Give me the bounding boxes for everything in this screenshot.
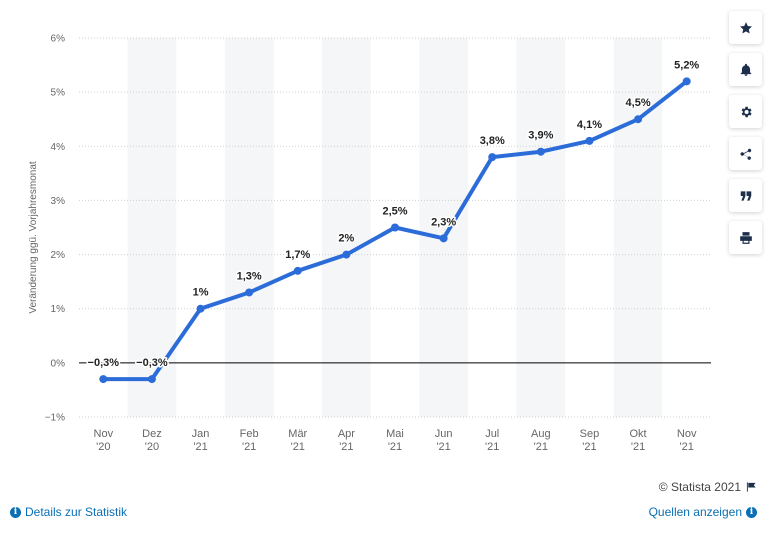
data-point: [293, 266, 302, 275]
x-tick-label: Mai: [386, 428, 404, 440]
grid-lines: [79, 37, 711, 418]
x-tick-year: '21: [485, 441, 499, 453]
details-link[interactable]: i Details zur Statistik: [10, 505, 127, 519]
data-points: [99, 77, 691, 384]
print-button[interactable]: [729, 221, 762, 254]
data-label: 1,3%: [237, 270, 262, 282]
cite-button[interactable]: [729, 179, 762, 212]
quote-icon: [740, 190, 751, 201]
credit-text: © Statista 2021: [658, 480, 741, 494]
settings-button[interactable]: [729, 95, 762, 128]
x-tick-year: '21: [680, 441, 694, 453]
data-label: 1%: [193, 287, 209, 299]
data-label: 2,5%: [382, 206, 407, 218]
star-icon: [739, 21, 752, 33]
x-tick-year: '21: [436, 441, 450, 453]
flag-icon[interactable]: [746, 481, 757, 493]
copyright-credit: © Statista 2021: [659, 480, 757, 494]
x-tick-label: Aug: [531, 428, 551, 440]
sources-link-text[interactable]: Quellen anzeigen: [648, 505, 742, 519]
x-tick-year: '21: [291, 441, 305, 453]
share-icon: [739, 148, 751, 160]
data-point: [147, 375, 156, 384]
band: [419, 38, 468, 417]
data-point: [342, 250, 351, 259]
sources-link[interactable]: Quellen anzeigen i: [649, 505, 757, 519]
y-tick-label: 6%: [51, 34, 66, 45]
y-tick-label: −1%: [45, 413, 65, 424]
x-tick-label: Sep: [580, 428, 600, 440]
band: [224, 38, 274, 417]
data-label: 2,3%: [431, 216, 456, 228]
x-tick-year: '21: [193, 441, 207, 453]
background-bands: [127, 38, 663, 417]
data-label: 3,9%: [528, 130, 553, 142]
x-tick-year: '21: [631, 441, 645, 453]
x-tick-year: '21: [242, 441, 256, 453]
favorite-button[interactable]: [729, 11, 762, 44]
details-link-text[interactable]: Details zur Statistik: [25, 505, 128, 519]
data-point: [245, 288, 254, 297]
notification-button[interactable]: [729, 53, 762, 86]
y-tick-label: 0%: [51, 358, 66, 369]
line-chart: −1%0%1%2%3%4%5%6% Nov'20Dez'20Jan'21Feb'…: [28, 34, 711, 453]
info-icon: i: [10, 506, 21, 518]
data-label: 2%: [338, 233, 354, 245]
x-tick-year: '21: [388, 441, 402, 453]
print-icon: [739, 231, 752, 244]
data-point: [439, 234, 448, 243]
band: [322, 38, 371, 417]
data-point: [634, 115, 643, 124]
data-label: 4,1%: [577, 119, 602, 131]
data-point: [585, 136, 594, 145]
x-tick-label: Dez: [142, 428, 162, 440]
x-tick-label: Nov: [94, 428, 114, 440]
data-point: [488, 153, 497, 162]
data-point: [536, 147, 545, 156]
data-label: 3,8%: [480, 135, 505, 147]
x-tick-label: Nov: [677, 428, 697, 440]
band: [613, 38, 663, 417]
data-label: 5,2%: [674, 59, 699, 71]
x-tick-label: Jun: [435, 428, 453, 440]
x-tick-label: Apr: [338, 428, 355, 440]
data-point: [196, 304, 205, 313]
x-axis-ticks: Nov'20Dez'20Jan'21Feb'21Mär'21Apr'21Mai'…: [94, 428, 697, 453]
side-toolbar: [729, 11, 763, 263]
data-labels: −0,3% −0,3% 1% 1,3% 1,7% 2% 2,5% 2,3% 3,8% 3,9% 4,…: [86, 58, 701, 371]
x-tick-label: Okt: [630, 428, 647, 440]
x-tick-label: Jul: [485, 428, 499, 440]
data-label: 1,7%: [285, 249, 310, 261]
y-tick-label: 4%: [51, 142, 66, 153]
x-tick-label: Jan: [192, 428, 210, 440]
y-tick-label: 3%: [51, 196, 66, 207]
x-tick-year: '21: [339, 441, 353, 453]
x-tick-label: Feb: [240, 428, 259, 440]
info-icon: i: [746, 506, 757, 518]
data-point: [391, 223, 399, 232]
gear-icon: [741, 106, 752, 117]
x-tick-label: Mär: [288, 428, 307, 440]
band: [516, 38, 566, 417]
x-tick-year: '21: [582, 441, 596, 453]
data-label: 4,5%: [626, 97, 651, 109]
data-point: [99, 375, 108, 384]
x-tick-year: '20: [145, 441, 159, 453]
bell-icon: [740, 63, 751, 76]
y-axis-title: Veränderung ggü. Vorjahresmonat: [28, 161, 39, 314]
y-tick-label: 2%: [51, 250, 66, 261]
data-point: [682, 77, 691, 86]
y-axis-ticks: −1% 0% 1% 2% 3% 4% 5% 6%: [45, 34, 65, 424]
data-label: −0,3%: [88, 357, 120, 369]
share-button[interactable]: [729, 137, 762, 170]
x-tick-year: '21: [534, 441, 548, 453]
x-tick-year: '20: [96, 441, 110, 453]
y-tick-label: 1%: [51, 304, 66, 315]
y-tick-label: 5%: [51, 88, 66, 99]
data-label: −0,3%: [136, 357, 168, 369]
